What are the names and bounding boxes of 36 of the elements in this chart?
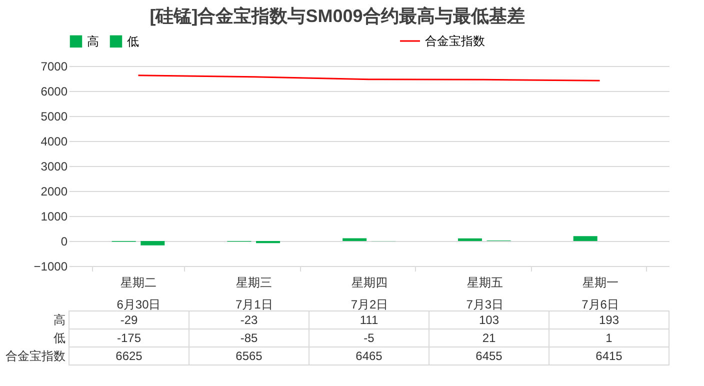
data-label: 21: [482, 331, 496, 345]
data-label: 6455: [476, 349, 503, 363]
legend-label: 低: [127, 34, 139, 48]
data-label: -23: [240, 313, 258, 327]
data-label: -85: [240, 331, 258, 345]
y-tick-label: 7000: [40, 60, 68, 74]
legend-label: 合金宝指数: [425, 34, 485, 48]
y-tick-label: −1000: [34, 260, 68, 274]
text: 高: [54, 313, 66, 327]
data-label: -5: [364, 331, 375, 345]
data-label: 6415: [596, 349, 623, 363]
data-label: -29: [120, 313, 138, 327]
x-tick-label: 星期五 7月3日: [466, 276, 504, 312]
data-label: 103: [478, 313, 500, 327]
y-tick-label: 0: [60, 234, 68, 248]
y-tick-label: 4000: [40, 134, 68, 148]
data-label: 111: [360, 313, 378, 327]
x-tick-label: 星期二 6月30日: [116, 276, 161, 312]
legend-label: 高: [87, 34, 99, 48]
data-label: 6625: [116, 349, 143, 363]
data-label: 1: [606, 331, 613, 345]
data-label: -175: [116, 331, 142, 345]
x-tick-label: 星期一 7月6日: [582, 276, 619, 312]
y-tick-label: 3000: [40, 160, 68, 174]
text: 低: [54, 331, 66, 345]
data-label: 6465: [356, 349, 383, 363]
y-tick-label: 1000: [40, 210, 68, 224]
y-tick-label: 5000: [40, 110, 68, 124]
text: 合金宝指数: [6, 349, 66, 363]
x-tick-label: 星期四 7月2日: [350, 276, 388, 312]
data-label: 193: [598, 313, 620, 327]
data-label: 6565: [236, 349, 263, 363]
y-tick-label: 2000: [40, 184, 68, 198]
x-tick-label: 星期三 7月1日: [235, 276, 273, 312]
y-tick-label: 6000: [40, 84, 68, 98]
chart-title: [硅锰]合金宝指数与SM009合约最高与最低基差: [150, 6, 525, 26]
